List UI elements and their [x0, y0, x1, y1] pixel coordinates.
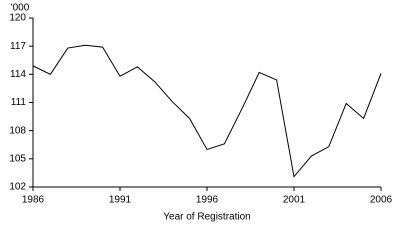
x-tick-label: 1991	[109, 195, 132, 206]
y-tick-label: 105	[9, 153, 26, 164]
x-tick-label: 2001	[283, 195, 306, 206]
y-tick-label: 120	[9, 13, 26, 24]
y-tick-label: 117	[10, 41, 26, 52]
x-axis-label: Year of Registration	[163, 212, 250, 223]
x-tick-label: 1996	[196, 195, 219, 206]
y-tick-label: 114	[10, 69, 26, 80]
x-tick-label: 2006	[370, 195, 393, 206]
y-unit-label: '000	[11, 3, 30, 14]
y-tick-label: 102	[9, 182, 26, 193]
series-line	[32, 44, 382, 178]
y-tick-label: 111	[11, 97, 27, 108]
x-tick-label: 1986	[22, 195, 45, 206]
page: {"chart_data": {"type": "line", "y_unit_…	[9, 2, 393, 223]
y-tick-label: 108	[9, 125, 26, 136]
chart: '000 Year of Registration 102 105 108 111 11…	[9, 3, 393, 223]
